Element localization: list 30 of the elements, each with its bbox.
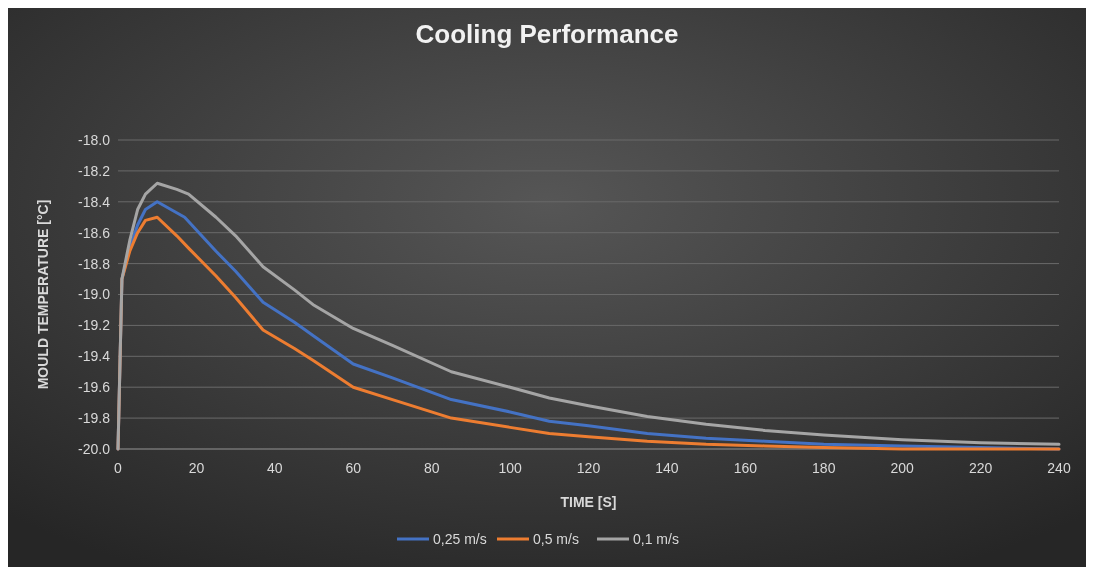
x-tick-label: 80 — [423, 460, 440, 476]
y-tick-label: -18.4 — [78, 193, 111, 210]
y-tick-label: -19.2 — [78, 317, 111, 334]
x-tick-label: 220 — [968, 460, 993, 476]
y-tick-label: -19.6 — [78, 379, 111, 396]
y-tick-label: -19.8 — [78, 410, 111, 426]
y-tick-label: -18.8 — [78, 255, 111, 272]
y-axis-title: MOULD TEMPERATURE [°C] — [35, 199, 51, 390]
x-tick-label: 100 — [498, 460, 522, 476]
y-tick-label: -18.0 — [78, 131, 111, 148]
y-tick-label: -18.6 — [78, 224, 111, 241]
x-tick-label: 40 — [267, 460, 283, 476]
x-tick-label: 60 — [345, 460, 362, 476]
legend-label: 0,5 m/s — [533, 530, 579, 547]
x-tick-label: 240 — [1047, 460, 1071, 476]
x-tick-label: 180 — [812, 460, 836, 476]
legend-label: 0,1 m/s — [633, 530, 679, 547]
y-tick-label: -18.2 — [78, 162, 111, 179]
legend-label: 0,25 m/s — [433, 530, 487, 547]
x-tick-label: 0 — [114, 460, 123, 476]
x-tick-label: 200 — [890, 460, 915, 476]
x-axis-title: TIME [S] — [560, 494, 617, 510]
y-tick-label: -19.0 — [78, 286, 111, 303]
x-tick-label: 160 — [733, 460, 758, 476]
x-tick-label: 120 — [576, 460, 601, 476]
x-tick-label: 20 — [188, 460, 205, 476]
x-tick-label: 140 — [655, 460, 679, 476]
y-tick-label: -20.0 — [78, 440, 111, 457]
chart-title: Cooling Performance — [415, 19, 679, 49]
y-tick-label: -19.4 — [78, 348, 111, 365]
